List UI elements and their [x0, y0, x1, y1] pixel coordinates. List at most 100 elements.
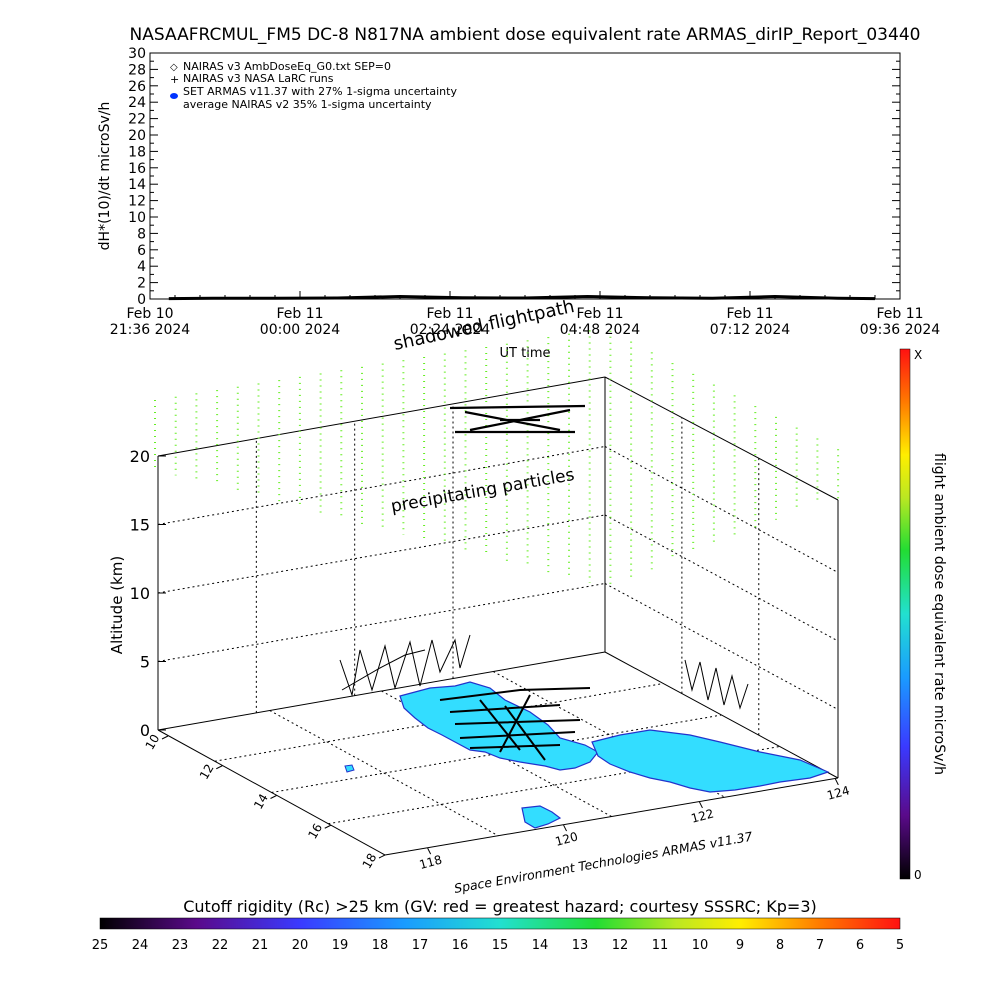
rigidity-tick-label: 12 [612, 938, 629, 953]
dose-rate-series [168, 294, 876, 301]
precipitating-particles-label: precipitating particles [389, 465, 576, 517]
altitude-tick-label: 20 [130, 447, 150, 466]
longitude-tick [563, 824, 567, 832]
rigidity-tick-label: 18 [372, 938, 389, 953]
floor-grid-line [269, 710, 499, 837]
altitude-tick-label: 0 [140, 721, 150, 740]
dose-rate-colorbar: X 0 flight ambient dose equivalent rate … [899, 348, 947, 882]
altitude-grid-line [604, 583, 839, 710]
cutoff-rigidity-colorbar: Cutoff rigidity (Rc) >25 km (GV: red = g… [92, 897, 904, 953]
legend-entry-nairas-v2-average: average NAIRAS v2 35% 1-sigma uncertaint… [183, 98, 432, 111]
flight-track-ground [439, 687, 591, 761]
latitude-tick [161, 735, 169, 740]
x-tick-label-date: Feb 10 [126, 306, 173, 322]
y-tick-label: 20 [128, 128, 146, 144]
latitude-tick-label: 10 [143, 732, 163, 752]
precipitating-particles-field [154, 330, 840, 586]
box-edge [604, 376, 839, 501]
altitude-grid-line [157, 583, 606, 662]
altitude-axis: 0 5 10 15 20 [130, 447, 166, 740]
x-tick-label-date: Feb 11 [576, 306, 623, 322]
longitude-axis: 118 120 122 124 [418, 778, 851, 872]
floor-grid-line [214, 683, 664, 762]
y-tick-label: 8 [137, 226, 146, 242]
longitude-tick-label: 118 [418, 853, 444, 872]
land-masses [344, 681, 830, 829]
x-tick-label-time: 07:12 2024 [710, 322, 791, 338]
rigidity-tick-label: 24 [132, 938, 149, 953]
latitude-tick [270, 795, 277, 799]
x-tick-label-date: Feb 11 [276, 306, 323, 322]
longitude-tick-label: 124 [825, 783, 851, 802]
credit-text: Space Environment Technologies ARMAS v11… [453, 829, 754, 896]
longitude-tick [834, 778, 839, 786]
colorbar-label: flight ambient dose equivalent rate micr… [931, 453, 947, 775]
longitude-tick [427, 847, 432, 855]
legend-entry-nairas-v3-larc: + NAIRAS v3 NASA LaRC runs [170, 72, 334, 86]
legend-label: NAIRAS v3 AmbDoseEq_G0.txt SEP=0 [183, 60, 391, 73]
latitude-tick-label: 12 [197, 762, 217, 782]
y-tick-label: 30 [128, 46, 146, 62]
cutoff-rigidity-title: Cutoff rigidity (Rc) >25 km (GV: red = g… [183, 897, 817, 916]
flight-altitude-profile [339, 634, 471, 697]
legend-label: SET ARMAS v11.37 with 27% 1-sigma uncert… [183, 85, 457, 98]
altitude-tick-label: 10 [130, 584, 150, 603]
x-tick-label-time: 00:00 2024 [260, 322, 341, 338]
y-tick-label: 14 [128, 177, 146, 193]
legend-label: average NAIRAS v2 35% 1-sigma uncertaint… [183, 98, 432, 111]
shadowed-flight-track [449, 404, 586, 434]
rigidity-tick-label: 20 [292, 938, 309, 953]
land-island-tiny [344, 764, 355, 773]
box-edge [384, 777, 839, 856]
box-edge [157, 376, 606, 457]
rigidity-tick-label: 9 [736, 938, 744, 953]
y-tick-label: 26 [128, 79, 146, 95]
altitude-tick-label: 5 [140, 653, 150, 672]
y-tick-label: 16 [128, 161, 146, 177]
cutoff-rigidity-gradient [99, 917, 901, 930]
rigidity-tick-label: 16 [452, 938, 469, 953]
rigidity-tick-label: 11 [652, 938, 669, 953]
floor-grid-line [493, 671, 725, 798]
longitude-tick-label: 120 [554, 829, 580, 848]
top-y-axis-label: dH*(10)/dt microSv/h [97, 102, 113, 251]
altitude-grid-line [157, 446, 606, 525]
flight-path-profile-left [339, 634, 471, 697]
x-tick-label-time: 04:48 2024 [560, 322, 641, 338]
rigidity-tick-label: 13 [572, 938, 589, 953]
y-tick-label: 10 [128, 210, 146, 226]
rigidity-tick-label: 8 [776, 938, 784, 953]
rigidity-tick-label: 23 [172, 938, 189, 953]
y-tick-label: 12 [128, 194, 146, 210]
x-tick-label-date: Feb 11 [876, 306, 923, 322]
rigidity-tick-label: 25 [92, 938, 109, 953]
y-tick-label: 0 [137, 292, 146, 308]
legend-plus-icon: + [170, 73, 179, 86]
latitude-tick [216, 765, 223, 770]
top-legend: ◇ NAIRAS v3 AmbDoseEq_G0.txt SEP=0 + NAI… [170, 60, 457, 111]
legend-diamond-icon: ◇ [170, 62, 178, 73]
y-tick-label: 2 [137, 276, 146, 292]
altitude-axis-label: Altitude (km) [108, 556, 126, 654]
rigidity-tick-label: 15 [492, 938, 509, 953]
latitude-axis: 10 12 14 16 18 [143, 732, 386, 871]
floor-grid-line [271, 714, 722, 793]
x-tick-label-time: 09:36 2024 [860, 322, 941, 338]
land-luzon [399, 681, 599, 771]
latitude-tick [378, 854, 386, 859]
legend-entry-set-armas: SET ARMAS v11.37 with 27% 1-sigma uncert… [170, 85, 457, 99]
flight-altitude-profile [341, 649, 426, 691]
altitude-grid-line [157, 514, 606, 594]
colorbar-gradient [899, 348, 911, 880]
legend-label: NAIRAS v3 NASA LaRC runs [183, 72, 334, 85]
y-tick-label: 4 [137, 259, 146, 275]
y-tick-label: 22 [128, 112, 146, 128]
y-tick-label: 24 [128, 95, 146, 111]
rigidity-tick-label: 17 [412, 938, 429, 953]
altitude-tick-label: 15 [130, 516, 150, 535]
rigidity-tick-label: 21 [252, 938, 269, 953]
x-tick-label-date: Feb 11 [726, 306, 773, 322]
flight-path-profile-right [684, 659, 749, 710]
rigidity-tick-label: 7 [816, 938, 824, 953]
